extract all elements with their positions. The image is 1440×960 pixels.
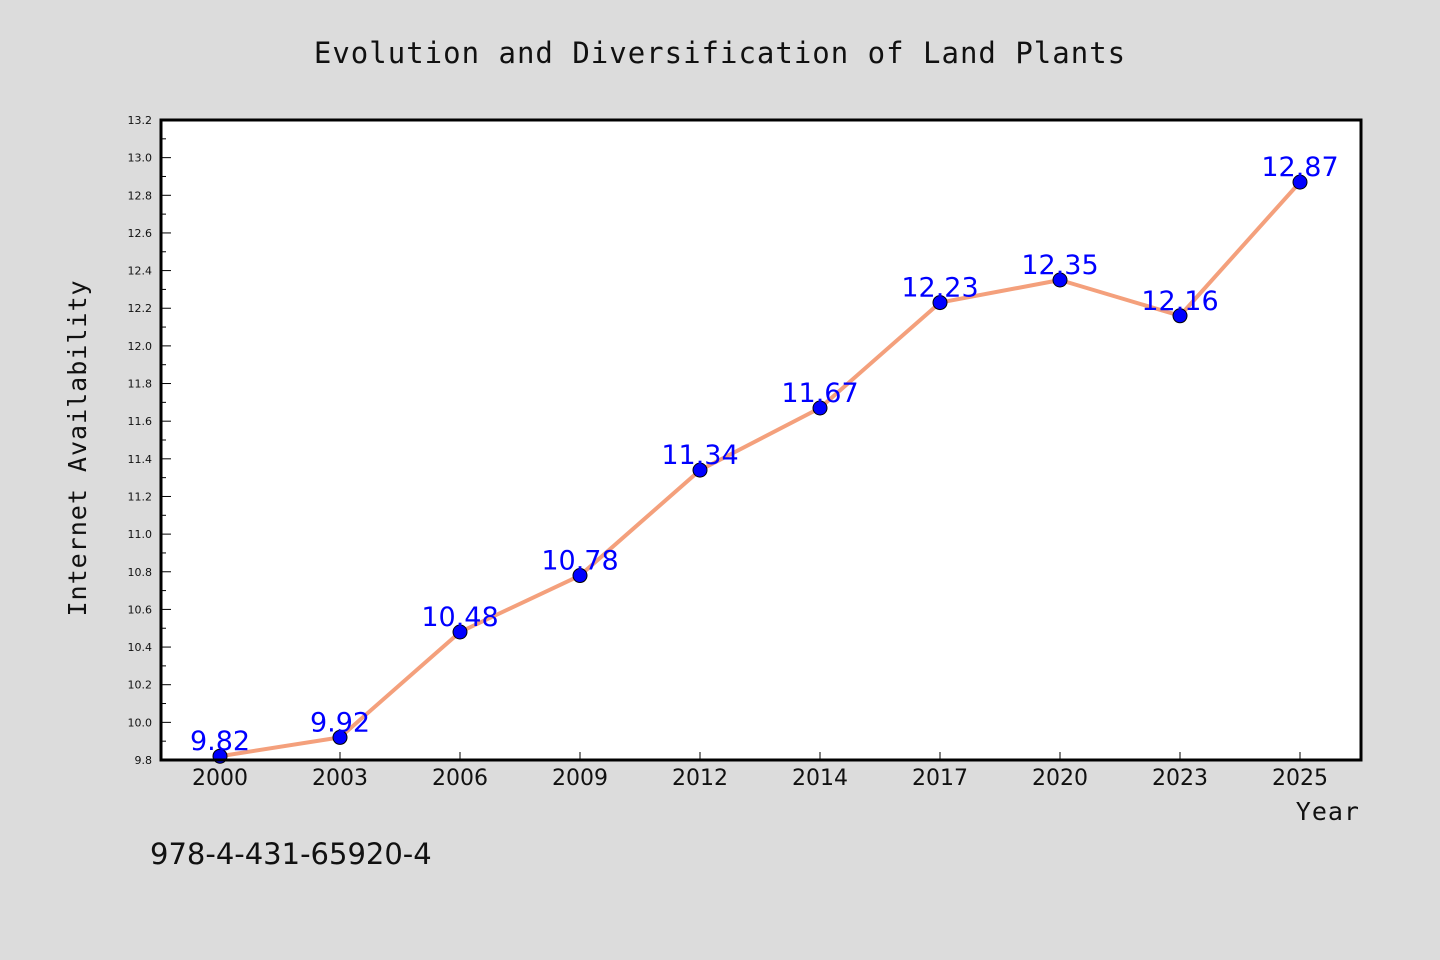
data-point	[332, 729, 348, 745]
data-point	[1292, 174, 1308, 190]
data-point	[452, 624, 468, 640]
x-tick-label: 2012	[672, 766, 728, 791]
x-tick-label: 2014	[792, 766, 848, 791]
series-line	[218, 180, 1302, 759]
x-tick-label: 2023	[1152, 766, 1208, 791]
data-label: 12.16	[1141, 286, 1218, 317]
x-tick-label: 2003	[312, 766, 368, 791]
y-tick-label: 11.0	[128, 528, 153, 541]
y-tick-label: 11.8	[128, 378, 153, 391]
data-point	[1172, 308, 1188, 324]
series-line-group	[218, 180, 1302, 759]
x-axis: 2000 2003 2006 2009 2012 2014 2017 2020 2023 2025	[192, 752, 1328, 791]
data-point	[812, 400, 828, 416]
y-tick-label: 12.0	[128, 340, 153, 353]
y-tick-label: 10.0	[128, 716, 153, 729]
data-point	[932, 295, 948, 311]
data-label: 11.67	[781, 378, 858, 409]
data-label: 9.82	[190, 726, 250, 757]
data-label: 9.92	[310, 707, 370, 738]
data-point	[1052, 272, 1068, 288]
data-label: 12.35	[1021, 250, 1098, 281]
x-axis-label: Year	[1296, 797, 1360, 826]
data-point	[692, 462, 708, 478]
data-label: 11.34	[661, 440, 738, 471]
x-tick-label: 2006	[432, 766, 488, 791]
y-tick-label: 11.4	[128, 453, 153, 466]
chart-title: Evolution and Diversification of Land Pl…	[314, 36, 1126, 70]
y-tick-label: 13.2	[128, 114, 153, 127]
data-labels-group: 9.82 9.92 10.48 10.78 11.34 11.67 12.23 12.35 12…	[190, 152, 1339, 757]
data-label: 10.78	[541, 546, 618, 577]
y-tick-label: 10.4	[128, 641, 153, 654]
isbn-annotation: 978-4-431-65920-4	[150, 837, 432, 871]
y-tick-label: 9.8	[135, 754, 153, 767]
plot-frame	[159, 118, 1363, 762]
data-label: 10.48	[421, 602, 498, 633]
y-tick-label: 11.6	[128, 415, 153, 428]
data-label: 12.23	[901, 273, 978, 304]
y-tick-label: 10.6	[128, 603, 153, 616]
y-tick-label: 11.2	[128, 490, 153, 503]
x-tick-label: 2009	[552, 766, 608, 791]
y-tick-label: 10.8	[128, 566, 153, 579]
x-tick-label: 2020	[1032, 766, 1088, 791]
data-point	[572, 568, 588, 584]
y-tick-label: 12.2	[128, 302, 153, 315]
y-axis: 9.8 10.0 10.2 10.4 10.6 10.8 11.0 11.2 11.4 11.6 1…	[128, 114, 171, 767]
y-tick-label: 13.0	[128, 152, 153, 165]
y-tick-label: 12.4	[128, 265, 153, 278]
y-tick-label: 10.2	[128, 679, 153, 692]
x-tick-label: 2000	[192, 766, 248, 791]
y-tick-label: 12.6	[128, 227, 153, 240]
y-tick-label: 12.8	[128, 189, 153, 202]
x-tick-label: 2025	[1272, 766, 1328, 791]
x-tick-label: 2017	[912, 766, 968, 791]
data-label: 12.87	[1261, 152, 1338, 183]
markers-group	[212, 174, 1308, 764]
y-axis-label: Internet Availability	[63, 279, 92, 616]
